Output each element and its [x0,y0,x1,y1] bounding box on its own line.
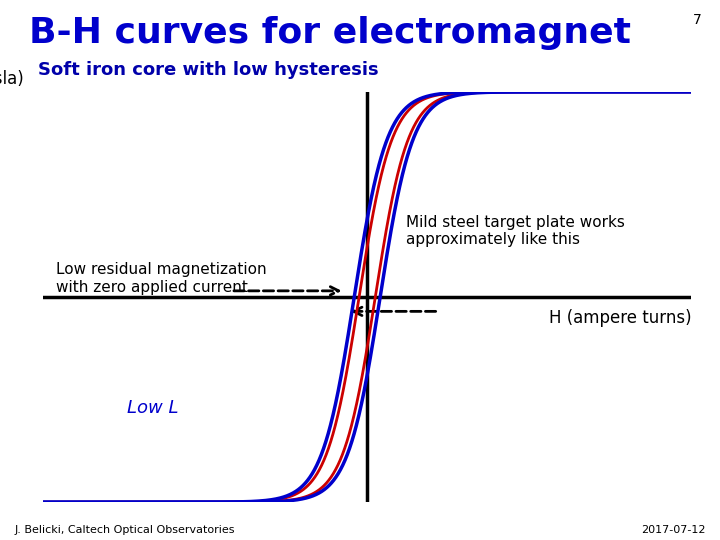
Text: J. Belicki, Caltech Optical Observatories: J. Belicki, Caltech Optical Observatorie… [14,524,235,535]
Text: Mild steel target plate works
approximately like this: Mild steel target plate works approximat… [406,215,625,247]
Text: Low L: Low L [127,399,179,417]
Text: 2017-07-12: 2017-07-12 [641,524,706,535]
Text: B (tesla): B (tesla) [0,70,24,87]
Text: Low residual magnetization
with zero applied current: Low residual magnetization with zero app… [56,262,267,295]
Text: H (ampere turns): H (ampere turns) [549,309,691,327]
Text: B-H curves for electromagnet: B-H curves for electromagnet [29,16,631,50]
Text: Soft iron core with low hysteresis: Soft iron core with low hysteresis [38,60,379,79]
Text: 7: 7 [693,14,702,28]
